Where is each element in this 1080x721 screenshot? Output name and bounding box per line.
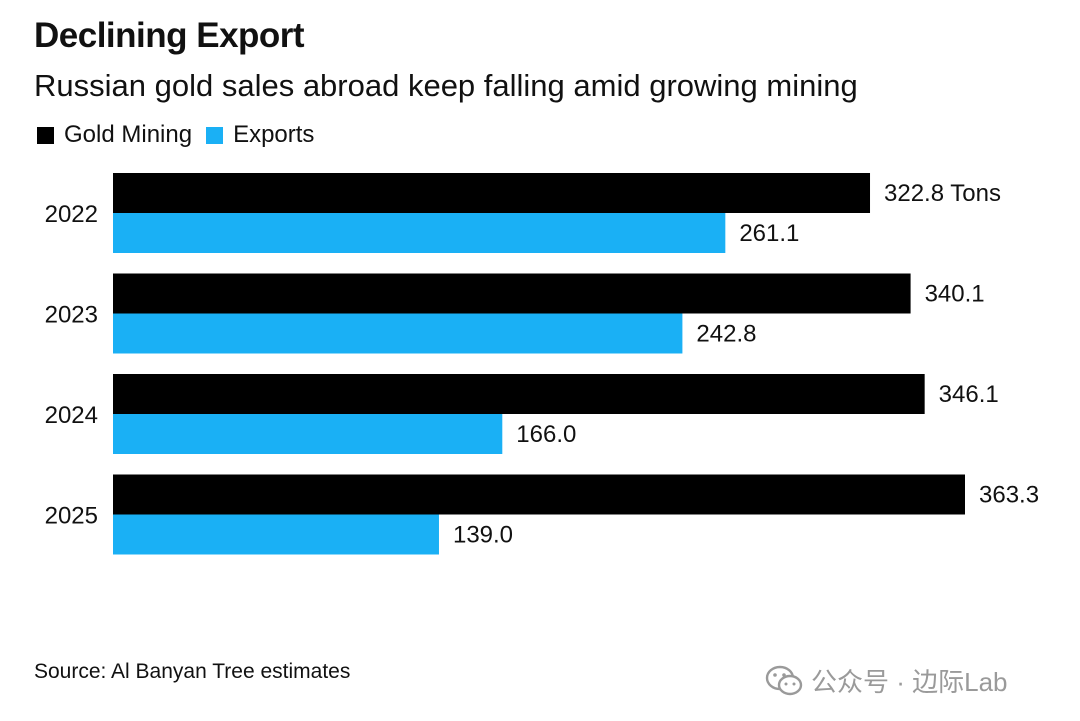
bar-gold-mining xyxy=(113,173,871,213)
legend-swatch-gold-mining xyxy=(37,126,54,144)
wechat-icon xyxy=(765,665,803,695)
bar-gold-mining xyxy=(113,474,965,515)
legend-swatch-exports xyxy=(206,126,224,144)
category-label: 2024 xyxy=(45,402,98,429)
watermark: 公众号 · 边际Lab xyxy=(765,662,1008,699)
data-label: 346.1 xyxy=(939,381,999,408)
data-label: 340.1 xyxy=(925,281,985,308)
category-label: 2022 xyxy=(45,201,98,228)
legend-item-gold-mining: Gold Mining xyxy=(37,121,192,149)
legend: Gold Mining Exports xyxy=(37,121,328,149)
data-label: 322.8 Tons xyxy=(884,180,1001,207)
chart-title: Declining Export xyxy=(34,16,305,55)
watermark-text: 公众号 · 边际Lab xyxy=(811,667,1008,697)
bar-gold-mining xyxy=(113,374,925,414)
bar-exports xyxy=(113,514,439,555)
data-label: 139.0 xyxy=(453,522,513,549)
legend-item-exports: Exports xyxy=(206,121,314,149)
source-note: Source: Al Banyan Tree estimates xyxy=(34,660,351,683)
bar-gold-mining xyxy=(113,273,911,314)
bar-exports xyxy=(113,414,503,454)
data-label: 261.1 xyxy=(739,220,799,247)
data-label: 242.8 xyxy=(696,321,756,348)
bar-exports xyxy=(113,213,726,253)
category-label: 2023 xyxy=(45,302,98,329)
bar-exports xyxy=(113,313,683,354)
chart-subtitle: Russian gold sales abroad keep falling a… xyxy=(34,68,858,103)
data-label: 363.3 xyxy=(979,482,1039,509)
legend-label-gold-mining: Gold Mining xyxy=(64,121,193,148)
data-label: 166.0 xyxy=(516,421,576,448)
category-label: 2025 xyxy=(45,503,98,530)
legend-label-exports: Exports xyxy=(233,121,315,148)
